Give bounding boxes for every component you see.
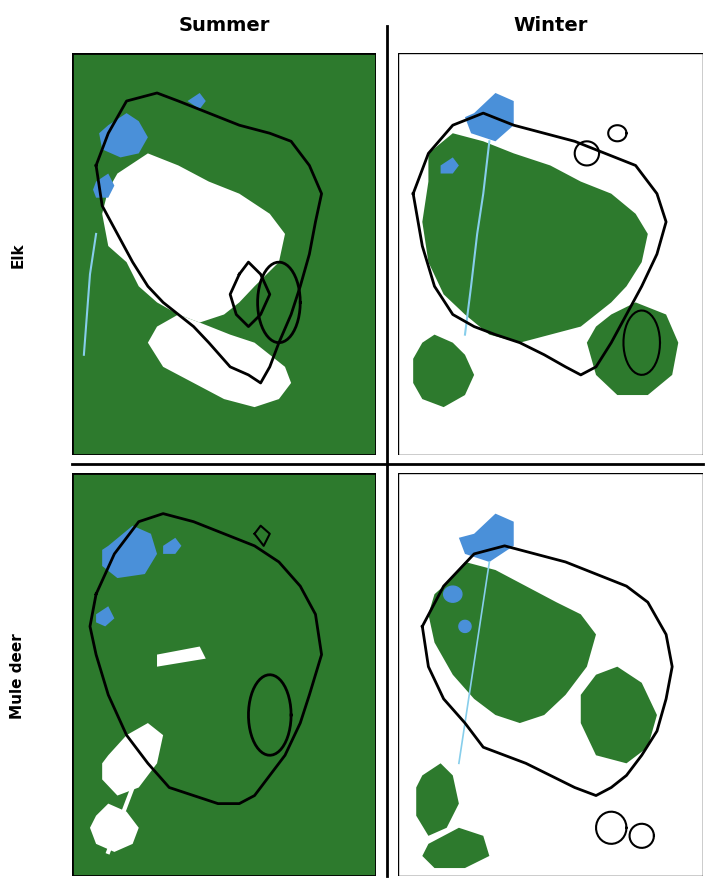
Text: Mule deer: Mule deer xyxy=(11,632,25,718)
Polygon shape xyxy=(90,804,139,852)
Polygon shape xyxy=(422,828,489,868)
Polygon shape xyxy=(96,607,115,627)
Polygon shape xyxy=(587,303,678,395)
Polygon shape xyxy=(444,586,462,603)
Polygon shape xyxy=(103,723,163,796)
Polygon shape xyxy=(187,94,206,110)
Text: Summer: Summer xyxy=(179,16,270,35)
Polygon shape xyxy=(459,514,513,562)
Polygon shape xyxy=(581,667,657,763)
Polygon shape xyxy=(440,158,459,174)
Polygon shape xyxy=(459,620,471,633)
Polygon shape xyxy=(422,134,647,343)
Polygon shape xyxy=(163,538,181,554)
Polygon shape xyxy=(429,562,596,723)
Polygon shape xyxy=(103,155,285,323)
Polygon shape xyxy=(157,647,206,667)
Polygon shape xyxy=(93,174,115,198)
Text: Elk: Elk xyxy=(11,242,25,267)
Polygon shape xyxy=(465,94,513,142)
Polygon shape xyxy=(413,335,474,408)
Polygon shape xyxy=(103,526,157,578)
Text: Winter: Winter xyxy=(513,16,587,35)
Polygon shape xyxy=(148,316,291,408)
Polygon shape xyxy=(416,763,459,836)
Polygon shape xyxy=(99,114,148,158)
